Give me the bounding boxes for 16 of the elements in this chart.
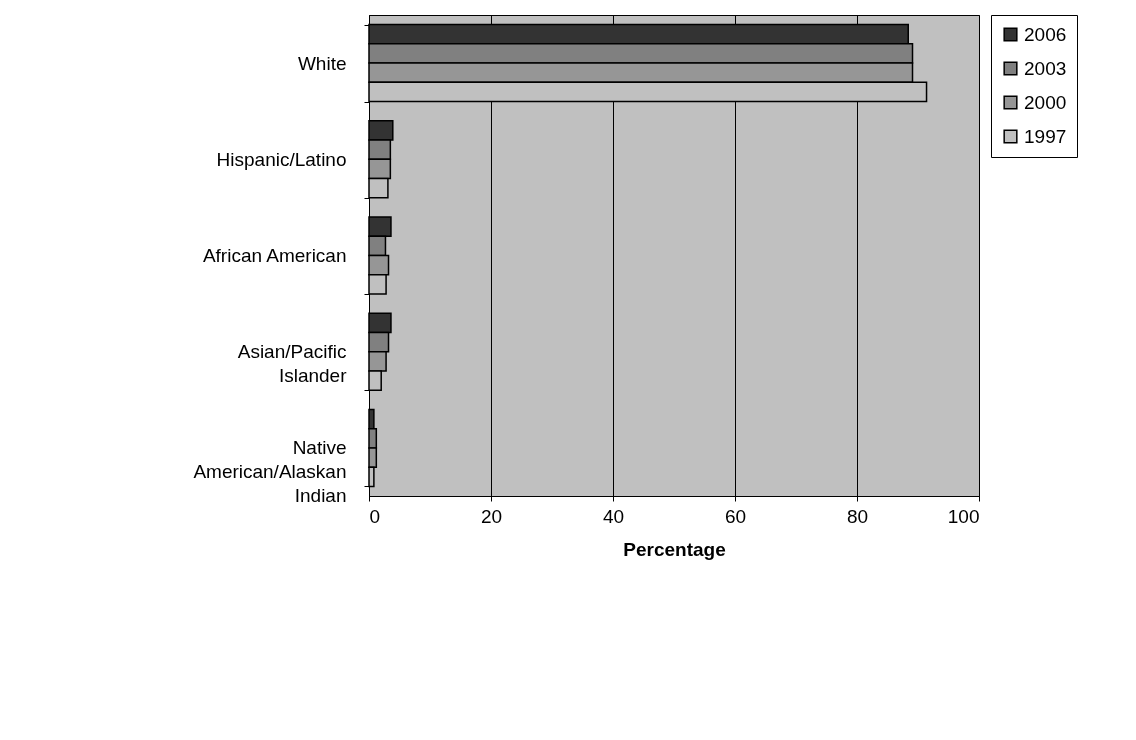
legend-label: 2000	[1024, 91, 1067, 113]
y-tick-label: African American	[202, 245, 347, 266]
legend-label: 2006	[1024, 23, 1067, 45]
y-tick-label: Asian/Pacific Islander	[237, 341, 348, 387]
y-tick-label: White	[297, 52, 347, 74]
y-tick-label: Hispanic/Latino	[216, 148, 347, 170]
x-tick-label: 20	[480, 505, 503, 527]
x-tick-label: 60	[724, 505, 747, 527]
y-tick-label: Native American/Alaskan Indian	[193, 437, 347, 507]
x-tick-label: 40	[602, 505, 625, 527]
legend-label: 2003	[1024, 57, 1067, 79]
x-tick-label: 80	[846, 505, 869, 527]
legend-label: 1997	[1024, 125, 1067, 147]
x-tick-label: 100	[947, 505, 980, 527]
x-axis-title: Percentage	[623, 538, 726, 560]
x-tick-label: 0	[369, 505, 381, 527]
